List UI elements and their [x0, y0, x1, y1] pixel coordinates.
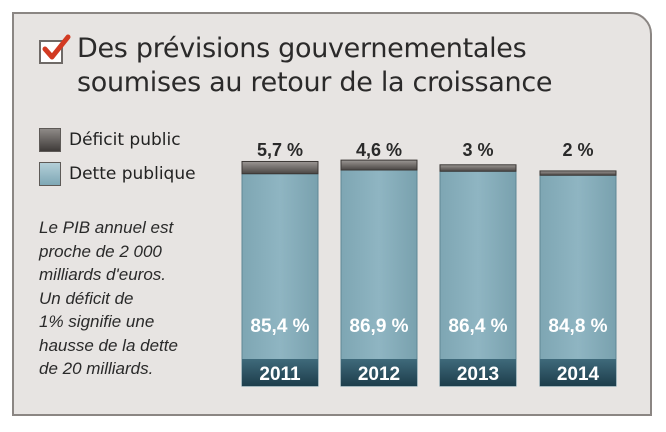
year-label-2013: 2013: [457, 364, 499, 385]
checkbox-icon: [39, 34, 71, 64]
deficit-label-2013: 3 %: [462, 140, 493, 160]
deficit-label-2012: 4,6 %: [356, 140, 402, 160]
legend-swatch-debt: [39, 162, 61, 186]
year-band-2013: [440, 359, 516, 386]
year-band-2014: [540, 359, 616, 386]
debt-label-2012: 86,9 %: [349, 316, 408, 337]
deficit-label-2011: 5,7 %: [257, 140, 303, 160]
year-label-2011: 2011: [259, 364, 301, 385]
debt-bar-2013: [439, 170, 517, 387]
debt-label-2011: 85,4 %: [250, 316, 309, 337]
deficit-bar-2013: [439, 164, 517, 172]
year-label-2012: 2012: [358, 364, 400, 385]
year-band-2011: [242, 359, 318, 386]
debt-bar-2012: [340, 169, 418, 387]
legend-label-debt: Dette publique: [69, 164, 196, 184]
checkmark-icon: [42, 34, 71, 60]
deficit-bar-2014: [539, 170, 617, 176]
year-band-2012: [341, 359, 417, 386]
legend-swatch-deficit: [39, 128, 61, 152]
legend-label-deficit: Déficit public: [69, 130, 181, 150]
deficit-bar-2011: [241, 160, 319, 175]
debt-label-2014: 84,8 %: [548, 316, 607, 337]
debt-label-2013: 86,4 %: [448, 316, 507, 337]
deficit-label-2014: 2 %: [562, 140, 593, 160]
deficit-bar-2012: [340, 159, 418, 171]
debt-bar-2014: [539, 174, 617, 387]
debt-bar-2011: [241, 173, 319, 387]
chart-title: Des prévisions gouvernementales soumises…: [77, 33, 553, 98]
chart-card: Des prévisions gouvernementales soumises…: [12, 12, 652, 416]
bar-chart: 5,7 % 85,4 % 2011 4,6 % 86,9 % 2012 3 % 86,4 % 2…: [241, 140, 617, 387]
chart-note: Le PIB annuel est proche de 2 000 millia…: [39, 218, 178, 378]
year-label-2014: 2014: [557, 364, 600, 385]
